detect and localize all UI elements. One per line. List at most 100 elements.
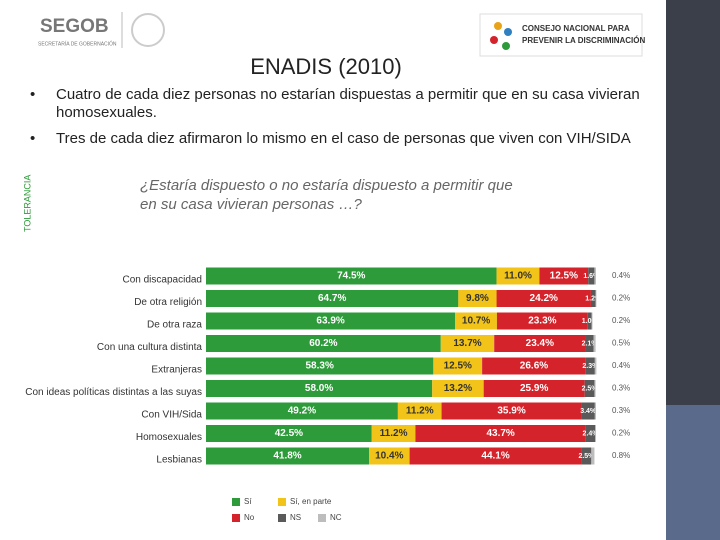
value-label: 44.1% [481, 451, 509, 462]
value-label: 3.4% [580, 408, 597, 415]
value-label: 2.3% [582, 363, 599, 370]
value-label: 23.3% [528, 316, 556, 327]
value-label: 60.2% [309, 338, 337, 349]
bar-segment [595, 425, 596, 442]
chart-title-box: ¿Estaría dispuesto o no estaría dispuest… [140, 177, 513, 213]
value-label: 11.2% [380, 428, 408, 439]
conapred-name: PREVENIR LA DISCRIMINACIÓN [522, 36, 645, 45]
value-label: 58.3% [306, 361, 334, 372]
bar-segment [432, 380, 484, 397]
value-label: 1.0% [582, 318, 599, 325]
bar-segment [206, 335, 441, 352]
bar-segment [409, 447, 582, 465]
value-label: 0.2% [612, 316, 630, 325]
bar-segment [415, 425, 586, 442]
bar-segment [206, 402, 398, 420]
value-label: 10.7% [462, 316, 490, 327]
bar-segment [494, 335, 586, 352]
bar-segment [593, 335, 596, 352]
bar-segment [590, 290, 596, 307]
value-label: 2.5% [582, 385, 599, 392]
bar-segment [585, 425, 596, 442]
bullet: Cuatro de cada diez personas no estarían… [30, 86, 640, 122]
legend-swatch [232, 514, 240, 522]
bar-segment [594, 402, 596, 420]
value-label: 2.5% [578, 453, 595, 460]
legend-label: NS [290, 513, 301, 522]
category-label: Con ideas políticas distintas a las suya… [25, 387, 202, 398]
category-label: Lesbianas [156, 455, 202, 466]
value-label: 13.2% [444, 383, 472, 394]
bar-segment [371, 425, 416, 442]
value-label: 42.5% [275, 428, 303, 439]
value-label: 41.8% [273, 451, 301, 462]
bar-segment [581, 447, 592, 465]
bar-segment [483, 380, 585, 397]
conapred-name: CONSEJO NACIONAL PARA [522, 24, 630, 33]
category-label: Homosexuales [136, 432, 202, 443]
value-label: 25.9% [520, 383, 548, 394]
category-label: Extranjeras [151, 365, 202, 376]
value-label: 26.6% [520, 361, 548, 372]
bar-segment [595, 290, 597, 307]
value-label: 49.2% [288, 406, 316, 417]
bar-segment [594, 357, 597, 375]
value-label: 2.1% [582, 340, 599, 347]
value-label: 35.9% [497, 406, 525, 417]
value-label: 24.2% [530, 293, 558, 304]
value-label: 2.4% [583, 430, 600, 437]
bar-segment [455, 312, 497, 330]
emblem [131, 13, 165, 47]
value-label: 0.8% [612, 451, 630, 460]
category-label: De otra raza [147, 320, 202, 331]
bar-segment [206, 380, 433, 397]
legend-swatch [318, 514, 326, 522]
bar-segment [206, 267, 497, 285]
category-label: Con VIH/Sida [141, 410, 202, 421]
slide-title: ENADIS (2010) [250, 54, 402, 79]
category-label: Con una cultura distinta [97, 342, 203, 353]
logo-dot [490, 36, 498, 44]
value-label: 0.4% [612, 361, 630, 370]
bar-segment [369, 447, 410, 465]
value-label: 0.2% [612, 429, 630, 438]
logo-dot [504, 28, 512, 36]
bar-segment [441, 402, 582, 420]
legend-label: No [244, 513, 255, 522]
bar-segment [594, 267, 596, 285]
value-label: 64.7% [318, 293, 346, 304]
bar-segment [206, 312, 456, 330]
side-label: TOLERANCIA [22, 175, 32, 232]
bar-segment [588, 267, 595, 285]
legend-swatch [278, 514, 286, 522]
bar-segment [206, 357, 434, 375]
value-label: 0.3% [612, 406, 630, 415]
bar-segment [206, 447, 370, 465]
bar-segment [458, 290, 497, 307]
bar-segment [206, 290, 459, 307]
bar-segment [496, 290, 591, 307]
legend-swatch [232, 498, 240, 506]
bullet: Tres de cada diez afirmaron lo mismo en … [30, 130, 640, 148]
bar-segment [433, 357, 483, 375]
logo-dot [494, 22, 502, 30]
bar-segment [591, 447, 595, 465]
bar-segment [206, 425, 372, 442]
value-label: 9.8% [466, 293, 489, 304]
legend-label: NC [330, 513, 342, 522]
segob-subtitle: SECRETARÍA DE GOBERNACIÓN [38, 40, 117, 47]
bar-segment [482, 357, 586, 375]
bar-segment [585, 335, 594, 352]
bar-segment [591, 312, 593, 330]
chart-panel [20, 175, 648, 530]
value-label: 12.5% [444, 361, 472, 372]
value-label: 58.0% [305, 383, 333, 394]
value-label: 0.3% [612, 384, 630, 393]
value-label: 43.7% [486, 428, 514, 439]
chart-title: ¿Estaría dispuesto o no estaría dispuest… [140, 177, 513, 213]
value-label: 1.2% [585, 295, 602, 302]
value-label: 11.2% [406, 406, 434, 417]
value-label: 0.4% [612, 271, 630, 280]
value-label: 74.5% [337, 271, 365, 282]
